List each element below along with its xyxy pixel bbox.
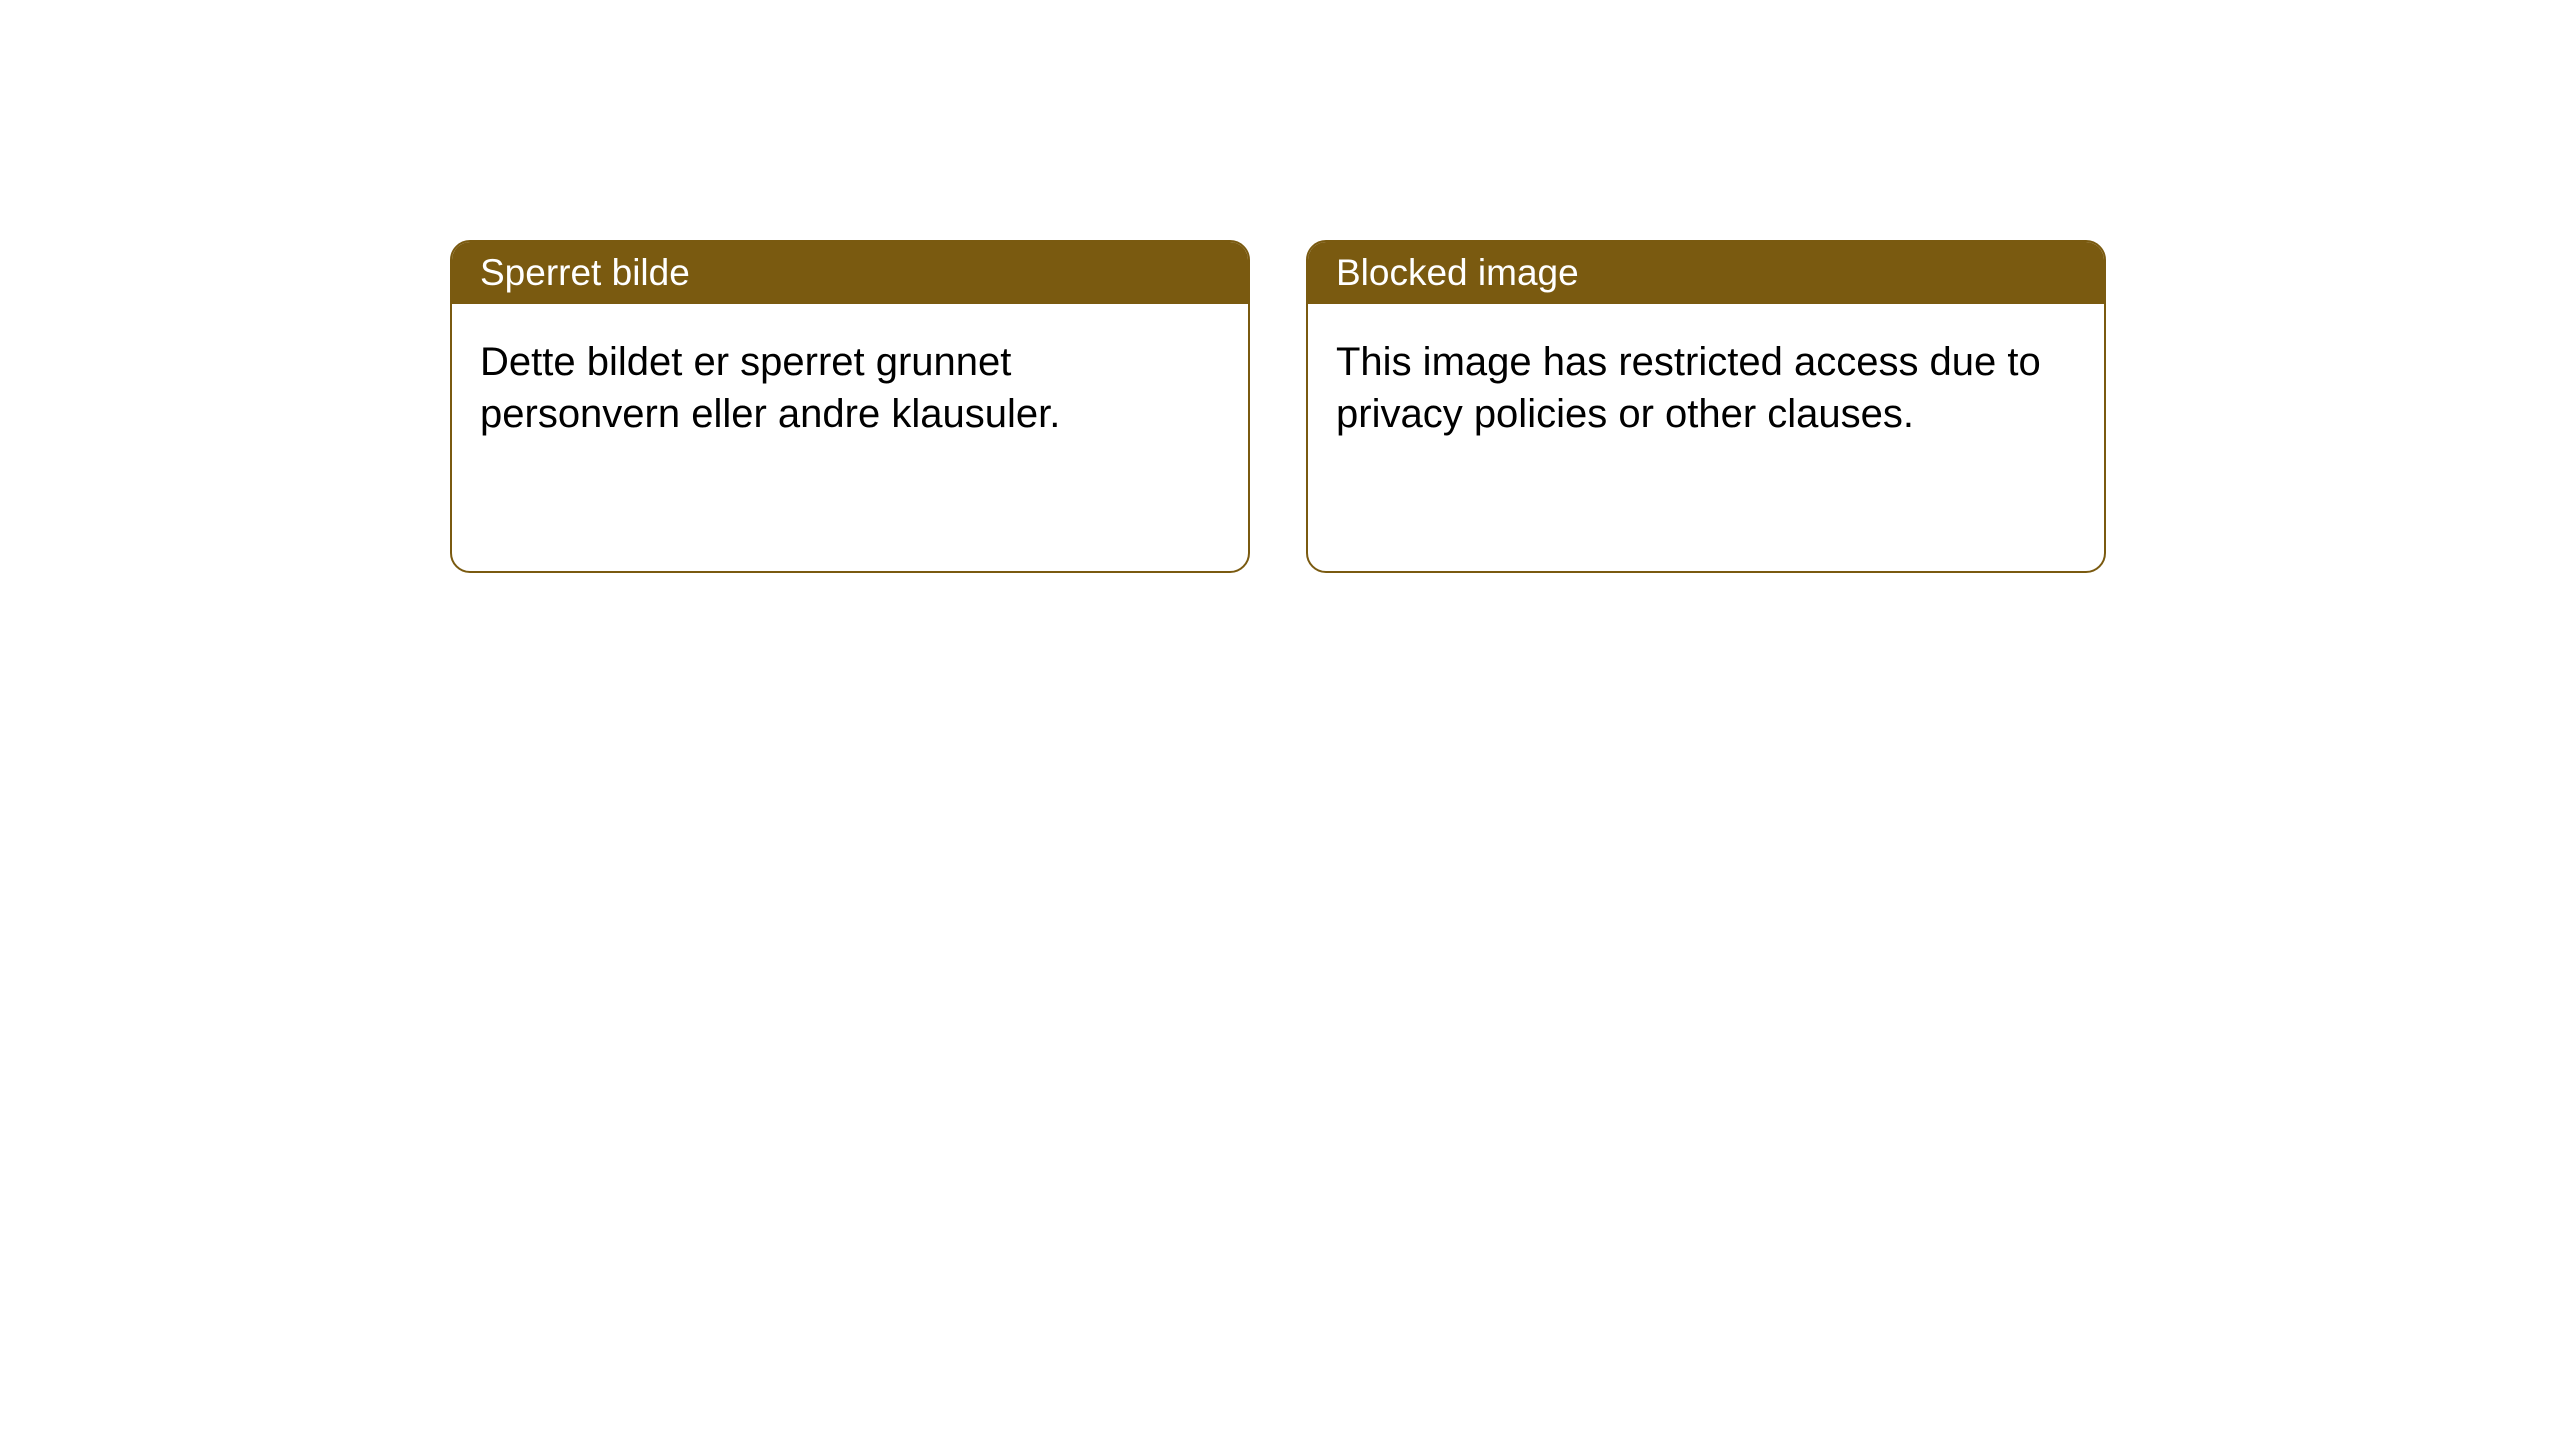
card-body: Dette bildet er sperret grunnet personve…	[452, 304, 1248, 472]
notice-card-english: Blocked image This image has restricted …	[1306, 240, 2106, 573]
notice-cards-container: Sperret bilde Dette bildet er sperret gr…	[450, 240, 2106, 573]
card-body-text: Dette bildet er sperret grunnet personve…	[480, 340, 1060, 436]
card-header: Blocked image	[1308, 242, 2104, 304]
card-body-text: This image has restricted access due to …	[1336, 340, 2041, 436]
card-body: This image has restricted access due to …	[1308, 304, 2104, 472]
card-header: Sperret bilde	[452, 242, 1248, 304]
card-title: Sperret bilde	[480, 252, 690, 293]
card-title: Blocked image	[1336, 252, 1579, 293]
notice-card-norwegian: Sperret bilde Dette bildet er sperret gr…	[450, 240, 1250, 573]
